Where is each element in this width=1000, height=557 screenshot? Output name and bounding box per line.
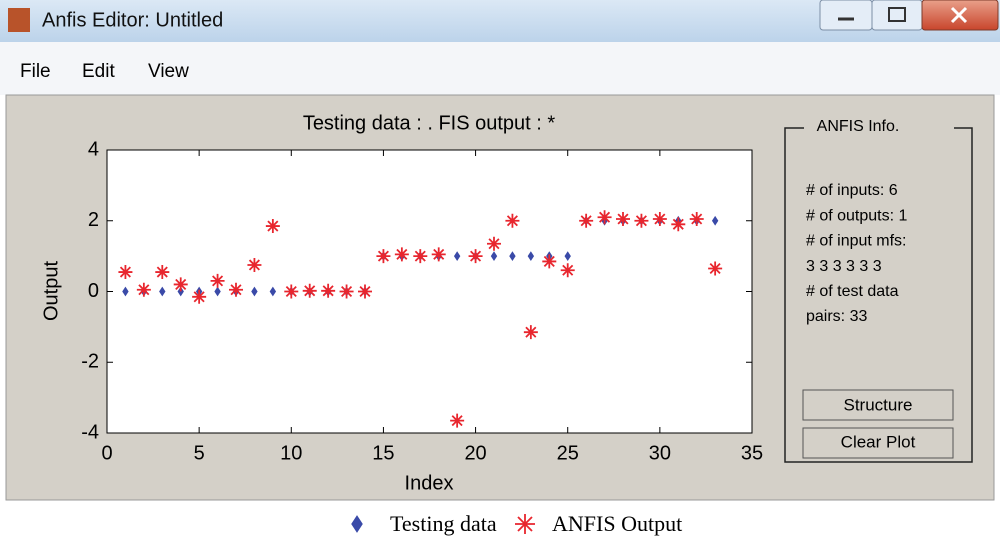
legend-label: Testing data bbox=[390, 511, 497, 536]
output-point bbox=[284, 284, 299, 299]
window-title: Anfis Editor: Untitled bbox=[42, 9, 223, 31]
output-point bbox=[579, 213, 594, 228]
output-point bbox=[210, 273, 225, 288]
x-tick-label: 35 bbox=[741, 442, 763, 464]
legend-label: ANFIS Output bbox=[552, 511, 682, 536]
x-tick-label: 20 bbox=[464, 442, 486, 464]
x-tick-label: 5 bbox=[194, 442, 205, 464]
info-line: # of outputs: 1 bbox=[806, 207, 908, 224]
testing-point bbox=[159, 286, 166, 297]
output-point bbox=[689, 211, 704, 226]
info-line: # of test data bbox=[806, 283, 899, 300]
testing-point bbox=[453, 251, 461, 262]
output-point bbox=[394, 247, 409, 262]
x-tick-label: 30 bbox=[649, 442, 671, 464]
button-label[interactable]: Clear Plot bbox=[841, 432, 916, 451]
output-point bbox=[413, 249, 428, 264]
chart-title: Testing data : . FIS output : * bbox=[303, 112, 556, 134]
testing-point bbox=[122, 286, 129, 297]
testing-point bbox=[214, 286, 221, 297]
output-point bbox=[487, 236, 501, 251]
menu-item[interactable]: Edit bbox=[82, 61, 115, 82]
x-tick-label: 15 bbox=[372, 442, 394, 464]
output-point bbox=[302, 283, 317, 298]
output-point bbox=[229, 282, 243, 297]
info-line: pairs: 33 bbox=[806, 308, 867, 325]
x-tick-label: 25 bbox=[557, 442, 579, 464]
output-point bbox=[597, 210, 612, 225]
structure-button[interactable] bbox=[802, 389, 954, 421]
testing-point bbox=[564, 251, 571, 262]
output-point bbox=[468, 249, 483, 264]
testing-point bbox=[711, 215, 719, 226]
minimize-button[interactable] bbox=[819, 0, 873, 31]
info-line: 3 3 3 3 3 3 bbox=[806, 258, 882, 275]
output-point bbox=[376, 249, 391, 264]
output-point bbox=[173, 277, 188, 292]
button-label[interactable]: Structure bbox=[844, 395, 913, 414]
testing-point bbox=[509, 251, 516, 262]
testing-point bbox=[269, 286, 277, 297]
output-point bbox=[708, 261, 723, 276]
output-point bbox=[616, 211, 630, 226]
menu-item[interactable]: View bbox=[148, 61, 189, 82]
testing-point bbox=[251, 286, 258, 297]
output-point bbox=[358, 284, 372, 299]
output-point bbox=[192, 289, 207, 304]
testing-point bbox=[177, 286, 184, 297]
info-title: ANFIS Info. bbox=[817, 118, 900, 135]
output-point bbox=[339, 284, 354, 299]
x-axis-label: Index bbox=[405, 472, 454, 494]
output-point bbox=[431, 247, 446, 262]
x-tick-label: 0 bbox=[101, 442, 112, 464]
output-point bbox=[523, 325, 538, 340]
testing-point bbox=[527, 251, 535, 262]
info-line: # of input mfs: bbox=[806, 233, 907, 250]
menu-item[interactable]: File bbox=[20, 61, 51, 82]
y-tick-label: -2 bbox=[81, 351, 99, 373]
output-point bbox=[265, 219, 280, 234]
output-point bbox=[450, 413, 465, 428]
plot-area bbox=[106, 149, 753, 434]
maximize-button[interactable] bbox=[871, 0, 923, 31]
legend-marker bbox=[515, 514, 535, 534]
y-tick-label: 2 bbox=[88, 209, 99, 231]
output-point bbox=[542, 254, 557, 269]
testing-point bbox=[490, 251, 498, 262]
y-tick-label: 4 bbox=[88, 138, 99, 160]
menu-bar bbox=[0, 42, 1000, 95]
output-point bbox=[505, 213, 520, 228]
output-point bbox=[136, 282, 151, 297]
output-point bbox=[321, 283, 336, 298]
output-point bbox=[155, 265, 170, 280]
y-axis-label: Output bbox=[40, 261, 62, 321]
clear-plot-button[interactable] bbox=[802, 427, 954, 459]
output-point bbox=[247, 257, 262, 272]
output-point bbox=[118, 265, 133, 280]
y-tick-label: -4 bbox=[81, 421, 99, 443]
output-point bbox=[671, 217, 686, 232]
info-line: # of inputs: 6 bbox=[806, 182, 898, 199]
output-point bbox=[634, 213, 649, 228]
x-tick-label: 10 bbox=[280, 442, 302, 464]
y-tick-label: 0 bbox=[88, 280, 99, 302]
output-point bbox=[652, 211, 667, 226]
output-point bbox=[560, 263, 575, 278]
legend-marker bbox=[351, 515, 363, 533]
app-icon bbox=[8, 8, 30, 32]
